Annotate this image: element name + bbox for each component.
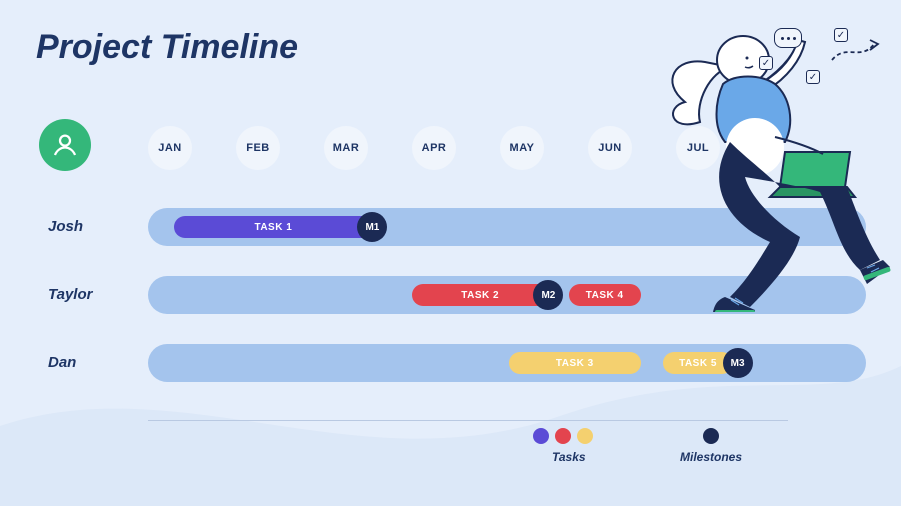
month-pill: JAN: [148, 126, 192, 170]
month-pill: FEB: [236, 126, 280, 170]
timeline-row: DanTASK 3TASK 5M3: [0, 344, 901, 382]
legend-dot-purple: [533, 428, 549, 444]
task-bar: TASK 1: [174, 216, 372, 238]
month-pill: MAY: [500, 126, 544, 170]
month-pill: MAR: [324, 126, 368, 170]
page-title: Project Timeline: [36, 28, 298, 67]
legend-label-tasks: Tasks: [552, 450, 586, 464]
legend-divider: [148, 420, 788, 421]
task-bar: TASK 2: [412, 284, 548, 306]
task-bar: TASK 3: [509, 352, 641, 374]
speech-bubble-icon: [774, 28, 802, 48]
month-pill: JUN: [588, 126, 632, 170]
legend-dot-red: [555, 428, 571, 444]
legend-dot-milestone: [703, 428, 719, 444]
arrow-swoosh-icon: [830, 38, 882, 64]
legend-dot-yellow: [577, 428, 593, 444]
legend-label-milestones: Milestones: [680, 450, 742, 464]
row-label: Dan: [48, 354, 76, 371]
task-bar: TASK 4: [569, 284, 641, 306]
row-track: [148, 344, 866, 382]
row-label: Josh: [48, 218, 83, 235]
checkbox-icon: ✓: [806, 70, 820, 84]
milestone-marker: M3: [723, 348, 753, 378]
profile-avatar-icon: [39, 119, 91, 171]
checkbox-icon: ✓: [759, 56, 773, 70]
row-label: Taylor: [48, 286, 92, 303]
month-pill: APR: [412, 126, 456, 170]
background-wave: [0, 306, 901, 506]
